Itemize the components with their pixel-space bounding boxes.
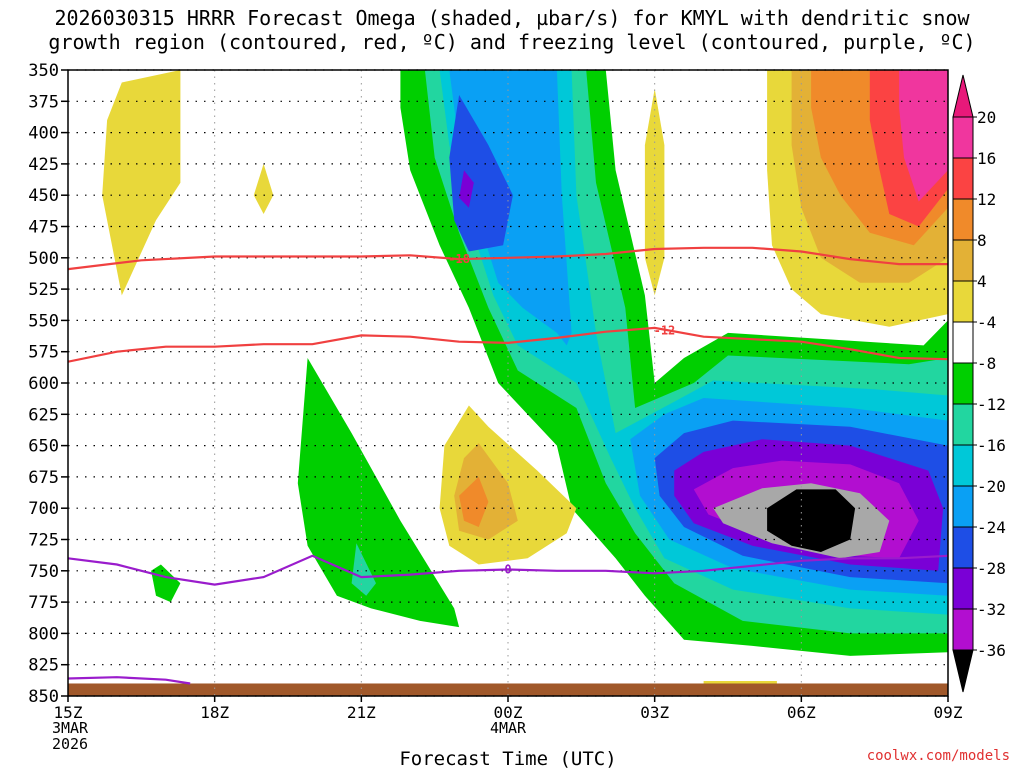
colorbar-segment-12 bbox=[952, 608, 974, 651]
omega-region-20 bbox=[644, 88, 665, 296]
colorbar-label-1: 16 bbox=[977, 149, 996, 168]
ytick-label-675: 675 bbox=[28, 468, 59, 488]
omega-region-4 bbox=[151, 564, 181, 603]
colorbar-segment-11 bbox=[952, 567, 974, 610]
xtick-label-03Z: 03Z bbox=[640, 703, 669, 722]
colorbar-segment-1 bbox=[952, 157, 974, 200]
xtick-label-18Z: 18Z bbox=[200, 703, 229, 722]
ytick-label-400: 400 bbox=[28, 124, 59, 144]
chart-title-line-1: 2026030315 HRRR Forecast Omega (shaded, … bbox=[54, 6, 970, 30]
colorbar-label-11: -28 bbox=[977, 559, 1006, 578]
xtick-sublabel-15Z-0: 3MAR bbox=[52, 719, 89, 737]
colorbar-label-8: -16 bbox=[977, 436, 1006, 455]
xtick-label-15Z: 15Z bbox=[54, 703, 83, 722]
ytick-label-550: 550 bbox=[28, 311, 59, 331]
contour-label-2: 0 bbox=[504, 563, 511, 577]
colorbar-segment-5 bbox=[952, 321, 974, 364]
colorbar-label-13: -36 bbox=[977, 641, 1006, 660]
colorbar-label-4: 4 bbox=[977, 272, 987, 291]
omega-region-3 bbox=[297, 358, 460, 628]
omega-region-25 bbox=[899, 70, 948, 202]
xtick-label-06Z: 06Z bbox=[787, 703, 816, 722]
ytick-label-850: 850 bbox=[28, 687, 59, 707]
colorbar-label-10: -24 bbox=[977, 518, 1006, 537]
chart-title-line-2: growth region (contoured, red, ºC) and f… bbox=[48, 30, 976, 54]
ytick-label-650: 650 bbox=[28, 437, 59, 457]
omega-shading-layer bbox=[102, 70, 948, 690]
chart-title: 2026030315 HRRR Forecast Omega (shaded, … bbox=[0, 6, 1024, 54]
ytick-label-425: 425 bbox=[28, 155, 59, 175]
colorbar: 20 16 12 8 4 -4 -8 -12 -16 -20 -24 -28 -32 -36 bbox=[952, 74, 1006, 693]
colorbar-label-7: -12 bbox=[977, 395, 1006, 414]
ytick-label-525: 525 bbox=[28, 280, 59, 300]
ytick-label-500: 500 bbox=[28, 249, 59, 269]
ytick-label-375: 375 bbox=[28, 92, 59, 112]
omega-region-0 bbox=[102, 70, 181, 296]
ytick-label-700: 700 bbox=[28, 499, 59, 519]
colorbar-label-0: 20 bbox=[977, 108, 996, 127]
ytick-label-625: 625 bbox=[28, 405, 59, 425]
colorbar-segment-8 bbox=[952, 444, 974, 487]
ground-layer bbox=[68, 683, 948, 696]
colorbar-segment-3 bbox=[952, 239, 974, 282]
ytick-label-775: 775 bbox=[28, 593, 59, 613]
omega-region-1 bbox=[253, 163, 274, 214]
colorbar-segment-0 bbox=[952, 116, 974, 159]
omega-region-6 bbox=[351, 543, 376, 596]
ytick-label-450: 450 bbox=[28, 186, 59, 206]
x-axis-label: Forecast Time (UTC) bbox=[399, 748, 616, 768]
xtick-sublabel-15Z-1: 2026 bbox=[52, 735, 88, 753]
contour-label-1: -12 bbox=[654, 323, 676, 337]
xtick-sublabel-00Z-0: 4MAR bbox=[490, 719, 527, 737]
colorbar-segment-4 bbox=[952, 280, 974, 323]
colorbar-bottom-arrow bbox=[952, 649, 974, 693]
colorbar-label-9: -20 bbox=[977, 477, 1006, 496]
omega-region-12 bbox=[459, 170, 474, 208]
contour-label-0: -18 bbox=[448, 252, 470, 266]
colorbar-label-6: -8 bbox=[977, 354, 996, 373]
temp-contour-3 bbox=[68, 676, 191, 685]
colorbar-segment-9 bbox=[952, 485, 974, 528]
ytick-label-350: 350 bbox=[28, 61, 59, 81]
xtick-label-21Z: 21Z bbox=[347, 703, 376, 722]
colorbar-top-arrow bbox=[952, 74, 974, 118]
ytick-label-825: 825 bbox=[28, 656, 59, 676]
colorbar-label-2: 12 bbox=[977, 190, 996, 209]
temp-contour-0 bbox=[68, 246, 948, 271]
colorbar-label-3: 8 bbox=[977, 231, 987, 250]
omega-region-10 bbox=[449, 95, 513, 252]
omega-region-19 bbox=[459, 476, 489, 527]
colorbar-segment-6 bbox=[952, 362, 974, 405]
ytick-label-725: 725 bbox=[28, 531, 59, 551]
temp-contour-1 bbox=[68, 326, 948, 363]
ytick-label-575: 575 bbox=[28, 343, 59, 363]
colorbar-segment-7 bbox=[952, 403, 974, 446]
ytick-label-600: 600 bbox=[28, 374, 59, 394]
colorbar-segment-2 bbox=[952, 198, 974, 241]
ytick-label-475: 475 bbox=[28, 218, 59, 238]
colorbar-label-12: -32 bbox=[977, 600, 1006, 619]
temp-contour-2 bbox=[68, 554, 948, 586]
credit-text: coolwx.com/models bbox=[867, 748, 1010, 764]
colorbar-label-5: -4 bbox=[977, 313, 996, 332]
xtick-label-00Z: 00Z bbox=[494, 703, 523, 722]
colorbar-segment-10 bbox=[952, 526, 974, 569]
axis-layer: 350 375 400 425 450 475 500 525 550 575 600 625 650 6… bbox=[28, 61, 963, 753]
ytick-label-750: 750 bbox=[28, 562, 59, 582]
omega-region-16 bbox=[767, 489, 856, 552]
ytick-label-800: 800 bbox=[28, 624, 59, 644]
xtick-label-09Z: 09Z bbox=[934, 703, 963, 722]
ground-fill bbox=[68, 683, 948, 696]
contour-layer: -18 -12 0 bbox=[68, 246, 948, 685]
